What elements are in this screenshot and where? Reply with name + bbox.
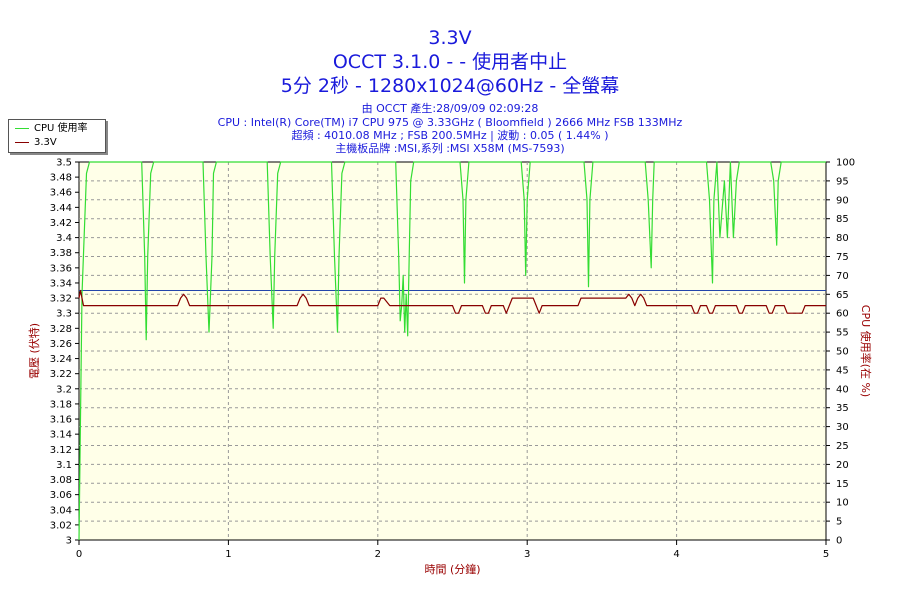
y-right-tick-label: 80 (836, 233, 849, 244)
y-left-tick-label: 3.12 (50, 445, 72, 456)
y-left-tick-label: 3.34 (50, 278, 72, 289)
chart-title: 3.3V (428, 27, 472, 49)
legend: CPU 使用率 3.3V (8, 119, 106, 153)
chart-subtitle-app: OCCT 3.1.0 - - 使用者中止 (332, 51, 568, 73)
y-left-tick-label: 3.26 (50, 339, 72, 350)
y-left-tick-label: 3.3 (56, 309, 72, 320)
y-left-tick-label: 3.02 (50, 520, 72, 531)
y-left-tick-label: 3.4 (56, 233, 72, 244)
y-axis-left-title: 電壓 (伏特) (27, 323, 41, 379)
y-left-tick-label: 3.48 (50, 173, 72, 184)
legend-swatch-volt (15, 141, 29, 143)
legend-label-cpu: CPU 使用率 (34, 123, 88, 134)
y-right-tick-label: 10 (836, 498, 849, 509)
y-right-tick-label: 60 (836, 309, 849, 320)
motherboard-info: 主機板品牌 :MSI,系列 :MSI X58M (MS-7593) (335, 142, 565, 155)
x-tick-label: 2 (375, 549, 381, 560)
x-tick-label: 1 (225, 549, 231, 560)
y-left-tick-label: 3.38 (50, 248, 72, 259)
x-axis-title: 時間 (分鐘) (424, 562, 480, 576)
y-left-tick-label: 3.24 (50, 354, 72, 365)
legend-swatch-cpu (15, 127, 29, 129)
y-left-tick-label: 3.06 (50, 490, 72, 501)
x-tick-label: 4 (673, 549, 679, 560)
legend-label-volt: 3.3V (34, 137, 57, 148)
y-right-tick-label: 55 (836, 328, 849, 339)
y-right-tick-label: 15 (836, 479, 849, 490)
y-right-tick-label: 35 (836, 403, 849, 414)
tick-marks (75, 161, 830, 545)
x-tick-label: 0 (76, 549, 82, 560)
legend-item-cpu: CPU 使用率 (15, 123, 88, 135)
y-axis-right-title: CPU 使用率(在 %) (859, 305, 873, 397)
y-right-tick-label: 50 (836, 347, 849, 358)
y-left-tick-label: 3.04 (50, 505, 72, 516)
y-right-tick-label: 75 (836, 252, 849, 263)
y-right-tick-label: 90 (836, 195, 849, 206)
y-left-tick-label: 3.36 (50, 263, 72, 274)
y-left-tick-label: 3.22 (50, 369, 72, 380)
y-left-tick-label: 3.44 (50, 203, 72, 214)
y-left-tick-label: 3.28 (50, 324, 72, 335)
legend-item-volt: 3.3V (15, 137, 57, 149)
generated-info: 由 OCCT 產生:28/09/09 02:09:28 (361, 102, 539, 115)
y-right-tick-label: 5 (836, 517, 842, 528)
y-left-tick-label: 3.18 (50, 399, 72, 410)
y-left-tick-label: 3.42 (50, 218, 72, 229)
cpu-info: CPU : Intel(R) Core(TM) i7 CPU 975 @ 3.3… (217, 116, 683, 129)
y-left-tick-label: 3.08 (50, 475, 72, 486)
y-right-tick-label: 85 (836, 214, 849, 225)
y-right-tick-label: 30 (836, 422, 849, 433)
y-right-tick-label: 45 (836, 365, 849, 376)
y-left-tick-label: 3.16 (50, 415, 72, 426)
y-left-tick-label: 3.5 (56, 158, 72, 169)
overclock-info: 超頻 : 4010.08 MHz ; FSB 200.5MHz | 波動 : 0… (291, 129, 609, 142)
y-left-tick-label: 3.1 (56, 460, 72, 471)
series-layer (78, 161, 826, 541)
y-right-tick-label: 40 (836, 384, 849, 395)
grid-lines (79, 162, 826, 540)
y-right-tick-label: 0 (836, 536, 842, 547)
y-right-tick-label: 65 (836, 290, 849, 301)
series-line-3v3 (78, 289, 826, 314)
y-right-tick-label: 95 (836, 176, 849, 187)
chart-subtitle-test: 5分 2秒 - 1280x1024@60Hz - 全螢幕 (280, 75, 620, 97)
y-right-tick-label: 100 (836, 158, 855, 169)
x-tick-label: 3 (524, 549, 530, 560)
y-left-tick-label: 3.32 (50, 294, 72, 305)
y-right-tick-label: 20 (836, 460, 849, 471)
y-right-tick-label: 70 (836, 271, 849, 282)
y-left-tick-label: 3 (66, 536, 72, 547)
tick-labels: 0 1 2 3 4 533.023.043.063.083.13.123.143.163.… (50, 158, 855, 561)
y-left-tick-label: 3.2 (56, 384, 72, 395)
series-line-cpu-usage (78, 161, 826, 541)
y-left-tick-label: 3.46 (50, 188, 72, 199)
y-left-tick-label: 3.14 (50, 430, 72, 441)
x-tick-label: 5 (823, 549, 829, 560)
y-right-tick-label: 25 (836, 441, 849, 452)
